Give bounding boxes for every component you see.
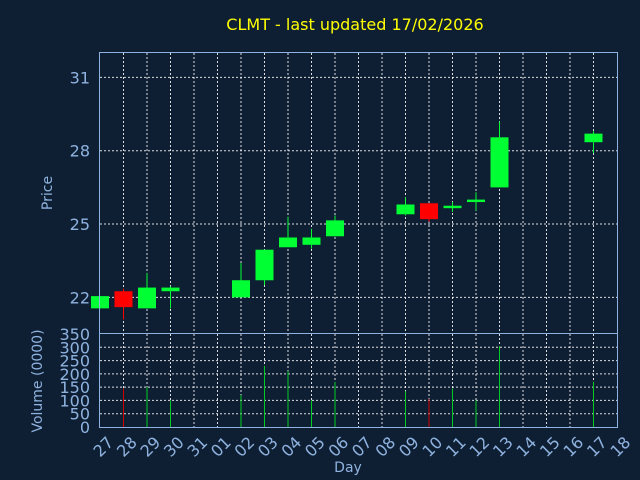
volume-axis-label: Volume (0000) [30, 329, 46, 432]
candle-body [396, 204, 415, 215]
volume-y-tick-label: 50 [70, 405, 90, 424]
volume-bars [123, 345, 594, 427]
candle-body [279, 237, 297, 248]
candles [91, 121, 603, 320]
price-axis-label: Price [40, 176, 56, 210]
volume-panel-frame [99, 333, 618, 428]
candle-body [232, 280, 250, 298]
price-y-tick-label: 28 [70, 142, 90, 161]
price-y-tick-label: 31 [70, 68, 90, 87]
volume-y-tick-label: 100 [59, 391, 90, 410]
candle-body [114, 291, 133, 308]
candle-body [490, 137, 509, 188]
volume-y-tick-label: 300 [59, 338, 90, 357]
price-grid [100, 53, 617, 334]
candle-body [302, 237, 321, 245]
price-y-tick-label: 22 [70, 288, 90, 307]
candle-body [584, 133, 603, 143]
volume-y-tick-label: 250 [59, 352, 90, 371]
volume-y-tick-label: 350 [59, 325, 90, 344]
x-tick-label: 18 [606, 433, 634, 461]
volume-y-tick-label: 150 [59, 378, 90, 397]
candle-body [138, 287, 156, 309]
candle-body [161, 287, 180, 292]
price-y-tick-label: 25 [70, 215, 90, 234]
candle-body [326, 220, 344, 237]
x-axis-label: Day [334, 460, 362, 476]
x-axis-ticks: 2728293031010203040506070809101112131415… [89, 433, 634, 461]
candle-body [420, 203, 438, 220]
candle-body [255, 249, 274, 281]
volume-y-tick-label: 0 [80, 418, 90, 437]
volume-grid [100, 334, 617, 427]
candle-body [443, 205, 462, 209]
candle-body [467, 199, 485, 203]
price-y-ticks: 22 25 28 31 [70, 68, 90, 307]
volume-y-tick-label: 200 [59, 365, 90, 384]
chart-title: CLMT - last updated 17/02/2026 [226, 15, 483, 34]
